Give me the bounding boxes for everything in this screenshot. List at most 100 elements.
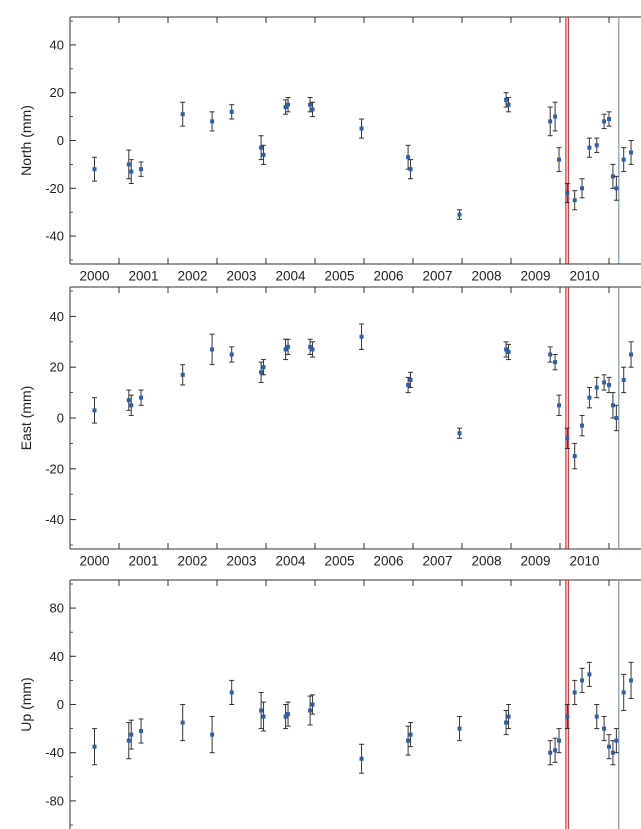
data-point: [553, 748, 558, 753]
data-point: [180, 720, 185, 725]
data-point: [283, 347, 288, 352]
year-label: 2009: [520, 554, 550, 569]
year-label: 2005: [324, 554, 354, 569]
data-point: [607, 744, 611, 749]
data-point: [180, 112, 185, 117]
data-point: [129, 732, 134, 737]
data-point: [594, 143, 599, 148]
data-point: [229, 109, 234, 114]
data-point: [229, 352, 234, 357]
data-point: [139, 729, 144, 734]
data-point: [572, 454, 577, 459]
year-label: 2003: [226, 554, 256, 569]
year-label: 2006: [373, 554, 403, 569]
data-point: [139, 395, 144, 400]
data-point: [504, 720, 509, 725]
data-point: [210, 347, 215, 352]
data-point: [602, 726, 607, 731]
year-label: 2004: [275, 269, 306, 284]
year-label: 2008: [471, 554, 501, 569]
data-point: [308, 708, 313, 713]
data-point: [557, 738, 562, 743]
y-tick-label: 20: [50, 85, 64, 100]
y-tick-label: 40: [50, 37, 64, 52]
data-point: [457, 212, 462, 217]
data-point: [610, 403, 615, 408]
data-point: [210, 732, 215, 737]
data-point: [629, 150, 634, 155]
year-label: 2000: [79, 269, 109, 284]
data-point: [408, 732, 413, 737]
data-point: [126, 162, 131, 167]
data-point: [126, 398, 131, 403]
y-tick-label: 0: [57, 697, 64, 712]
data-point: [614, 738, 619, 743]
data-point: [286, 102, 291, 107]
year-label: 2007: [422, 554, 452, 569]
data-point: [506, 714, 511, 719]
data-point: [92, 167, 97, 172]
y-tick-label: 0: [57, 133, 64, 148]
data-point: [621, 690, 626, 695]
data-point: [565, 436, 570, 441]
y-axis-title: Up (mm): [18, 677, 34, 731]
y-tick-label: -20: [45, 461, 64, 476]
data-point: [602, 119, 607, 124]
year-label: 2005: [324, 269, 354, 284]
data-point: [259, 145, 264, 150]
data-point: [129, 169, 134, 174]
data-point: [629, 352, 634, 357]
data-point: [548, 119, 553, 124]
data-point: [139, 167, 144, 172]
data-point: [310, 107, 315, 112]
data-point: [587, 145, 592, 150]
data-point: [406, 738, 411, 743]
year-label: 2004: [275, 554, 306, 569]
data-point: [572, 198, 577, 203]
data-point: [210, 119, 215, 124]
y-tick-label: 40: [50, 309, 64, 324]
data-point: [594, 714, 599, 719]
data-point: [359, 756, 364, 761]
data-point: [406, 382, 411, 387]
data-point: [92, 744, 97, 749]
year-label: 2001: [128, 554, 158, 569]
data-point: [283, 714, 288, 719]
data-point: [610, 174, 615, 179]
data-point: [408, 377, 413, 382]
data-point: [261, 365, 266, 370]
data-point: [553, 360, 558, 365]
data-point: [548, 352, 553, 357]
data-point: [565, 191, 570, 196]
data-point: [614, 416, 619, 420]
data-point: [308, 102, 313, 107]
data-point: [621, 157, 626, 162]
data-point: [92, 408, 97, 413]
data-point: [557, 403, 562, 408]
data-point: [506, 349, 511, 354]
year-label: 2010: [569, 269, 599, 284]
data-point: [286, 712, 291, 717]
data-point: [629, 678, 634, 683]
data-point: [259, 370, 264, 375]
data-point: [310, 347, 315, 352]
data-point: [286, 344, 291, 349]
data-point: [614, 186, 619, 191]
data-point: [580, 423, 585, 428]
data-point: [359, 334, 364, 339]
data-point: [587, 672, 592, 677]
year-label: 2002: [177, 554, 207, 569]
y-tick-label: -40: [45, 512, 64, 527]
data-point: [621, 377, 626, 382]
data-point: [259, 708, 264, 713]
year-label: 2007: [422, 269, 452, 284]
data-point: [587, 395, 592, 400]
data-point: [580, 678, 585, 683]
y-tick-label: 40: [50, 649, 64, 664]
year-label: 2001: [128, 269, 158, 284]
data-point: [506, 102, 511, 107]
data-point: [565, 714, 570, 719]
data-point: [602, 380, 607, 385]
data-point: [229, 690, 234, 695]
